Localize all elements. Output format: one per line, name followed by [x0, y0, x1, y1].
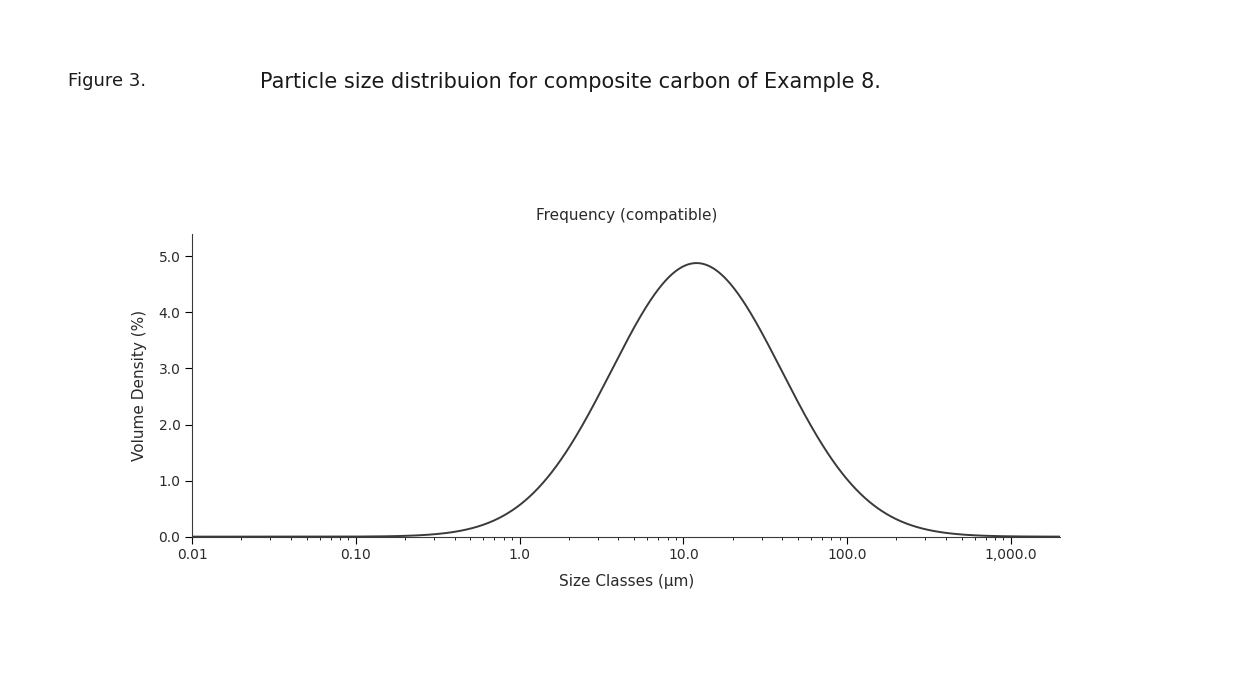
- X-axis label: Size Classes (μm): Size Classes (μm): [558, 574, 694, 588]
- Title: Frequency (compatible): Frequency (compatible): [536, 208, 717, 223]
- Text: Figure 3.: Figure 3.: [68, 72, 146, 90]
- Y-axis label: Volume Density (%): Volume Density (%): [133, 310, 148, 461]
- Text: Particle size distribuion for composite carbon of Example 8.: Particle size distribuion for composite …: [260, 72, 882, 92]
